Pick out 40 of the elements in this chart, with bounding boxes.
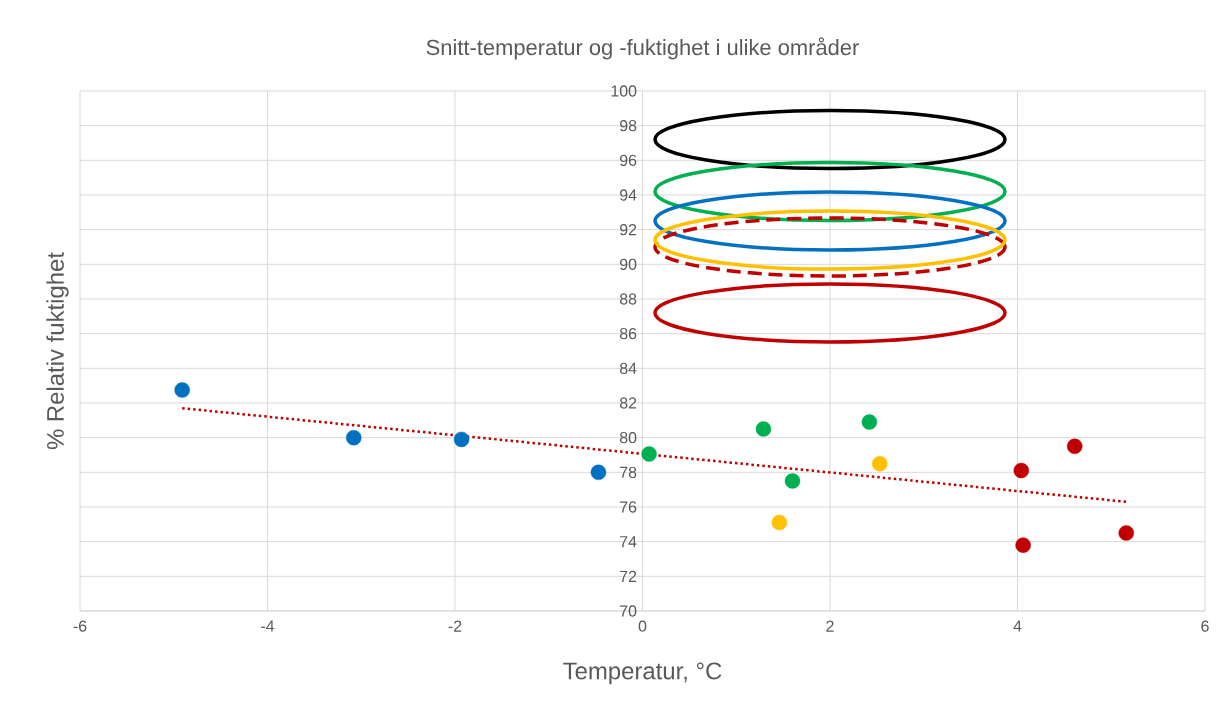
chart-title: Snitt-temperatur og -fuktighet i ulike områder — [426, 37, 859, 60]
point — [641, 446, 657, 462]
x-tick-label: 4 — [1013, 620, 1022, 632]
point — [771, 514, 788, 531]
y-tick-label: 100 — [611, 85, 637, 97]
y-tick-label: 86 — [619, 328, 637, 340]
x-tick-label: 2 — [826, 620, 834, 632]
y-tick-label: 90 — [620, 258, 637, 270]
point — [1067, 438, 1083, 455]
x-axis-title: Temperatur, °C — [563, 662, 722, 685]
point — [346, 429, 362, 446]
point — [590, 464, 607, 481]
point — [861, 414, 878, 430]
point — [1013, 462, 1029, 479]
point — [755, 421, 772, 437]
y-tick-label: 84 — [619, 362, 637, 374]
y-tick-label: 72 — [620, 570, 637, 582]
y-tick-label: 76 — [620, 501, 637, 513]
y-tick-label: 92 — [620, 224, 637, 236]
point — [1015, 537, 1031, 553]
y-tick-label: 74 — [620, 536, 637, 548]
y-tick-label: 70 — [620, 605, 637, 617]
y-tick-label: 94 — [620, 189, 637, 201]
x-tick-label: -4 — [261, 620, 275, 632]
y-tick-label: 82 — [619, 397, 637, 409]
x-tick-label: -6 — [73, 620, 87, 632]
y-tick-label: 96 — [620, 154, 637, 166]
x-tick-label: -2 — [448, 620, 462, 632]
y-tick-label: 80 — [619, 432, 637, 444]
point — [872, 455, 888, 472]
y-tick-label: 88 — [619, 293, 637, 305]
x-tick-label: 0 — [638, 620, 647, 632]
y-axis-title: % Relativ fuktighet — [46, 252, 69, 450]
point — [784, 473, 801, 489]
point — [1118, 525, 1134, 541]
y-tick-label: 78 — [620, 466, 637, 478]
point — [174, 382, 190, 398]
point — [453, 431, 470, 448]
y-tick-label: 98 — [620, 120, 637, 132]
x-tick-label: 6 — [1201, 620, 1209, 632]
